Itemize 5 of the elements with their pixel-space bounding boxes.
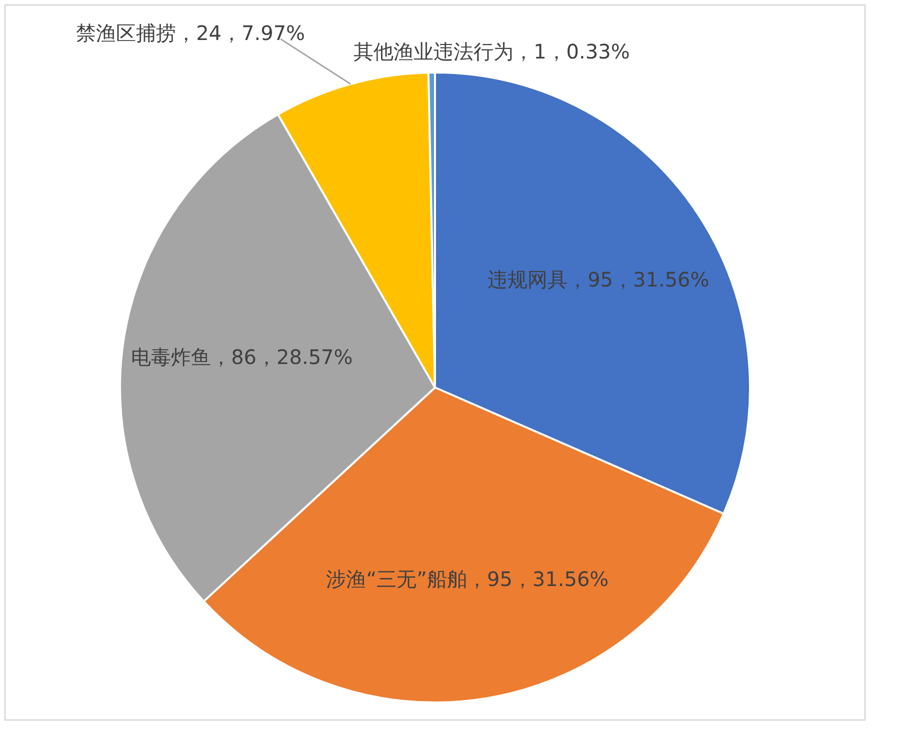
slice-label: 禁渔区捕捞，24，7.97% — [76, 21, 306, 46]
slice-label: 违规网具，95，31.56% — [488, 268, 710, 292]
slice-label: 电毒炸鱼，86，28.57% — [131, 345, 353, 370]
slice-label: 涉渔“三无”船舶，95，31.56% — [326, 567, 609, 592]
slice-label: 其他渔业违法行为，1，0.33% — [354, 40, 630, 64]
